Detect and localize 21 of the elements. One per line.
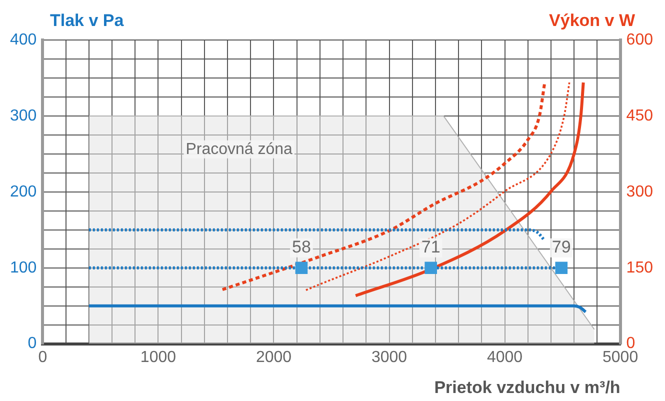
y-tick-label: 200 xyxy=(10,183,37,200)
y2-axis-title: Výkon v W xyxy=(549,11,636,30)
x-axis-title: Prietok vzduchu v m³/h xyxy=(434,378,620,397)
x-tick-label: 3000 xyxy=(371,348,408,366)
x-tick-label: 1000 xyxy=(140,348,176,366)
line-series xyxy=(354,81,585,298)
y2-tick-label: 600 xyxy=(626,31,654,48)
y2-tick-label: 450 xyxy=(626,107,654,124)
y-tick-label: 0 xyxy=(28,335,37,352)
y-axis-title: Tlak v Pa xyxy=(50,11,124,30)
y-tick-label: 100 xyxy=(10,259,37,276)
annotation: 79 xyxy=(552,238,571,257)
y-tick-label: 400 xyxy=(10,31,37,48)
annotation: 58 xyxy=(292,238,311,257)
y2-tick-label: 150 xyxy=(626,259,654,276)
annotation: Pracovná zóna xyxy=(186,140,293,158)
annotation: 71 xyxy=(421,238,440,257)
x-tick-label: 2000 xyxy=(256,348,292,366)
y2-tick-label: 300 xyxy=(626,183,654,200)
x-tick-label: 4000 xyxy=(486,348,523,366)
y-tick-label: 300 xyxy=(10,107,37,124)
